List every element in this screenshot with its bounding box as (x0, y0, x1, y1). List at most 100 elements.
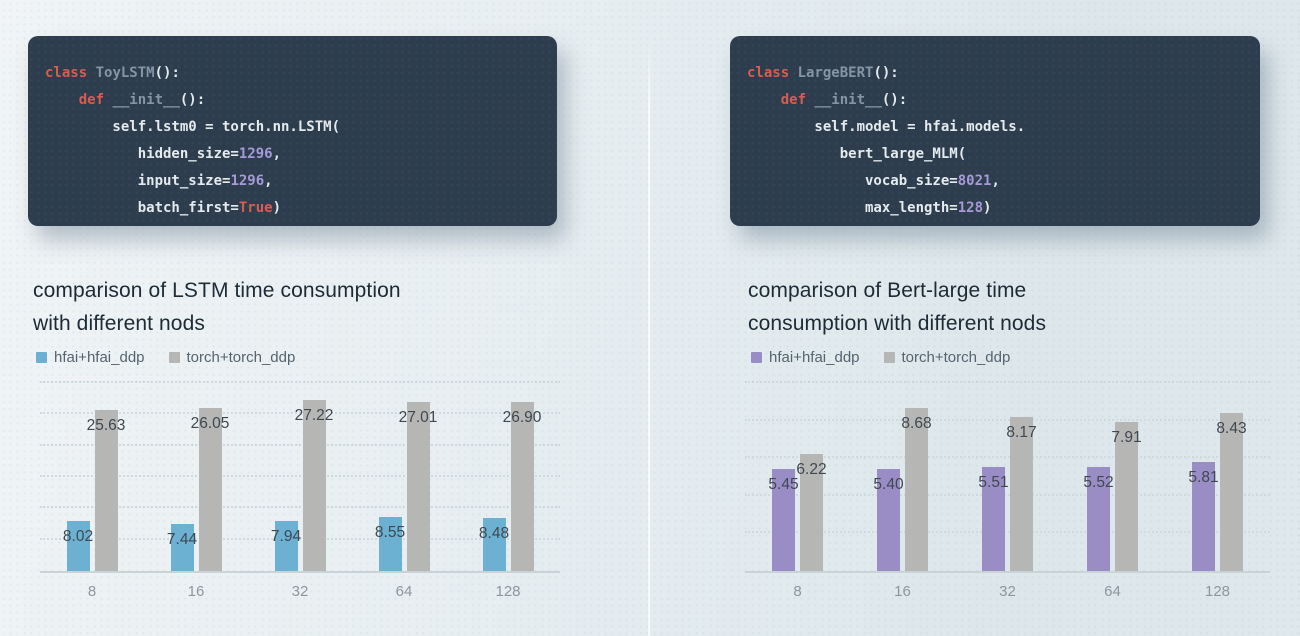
lstm-chart-legend: hfai+hfai_ddp torch+torch_ddp (36, 349, 295, 366)
bar-value-label: 5.51 (978, 474, 1009, 492)
gridline (745, 531, 1270, 534)
bert-x-axis: 8 16 32 64 128 (745, 583, 1270, 600)
bar-hfai-hfai-ddp: 8.48 (479, 517, 509, 571)
code-token: 128 (957, 200, 984, 216)
bar-hfai-hfai-ddp: 7.44 (167, 524, 197, 571)
legend-swatch (883, 352, 895, 363)
bar-group: 8.48 26.90 (456, 383, 560, 571)
x-axis-label: 32 (291, 583, 309, 600)
bar-value-label: 5.45 (768, 475, 799, 493)
code-line: bert_large_MLM( (747, 141, 1250, 168)
bar-value-label: 7.91 (1111, 429, 1142, 447)
gridline (40, 537, 560, 540)
code-token: def (780, 92, 807, 108)
legend-item: hfai+hfai_ddp (36, 349, 145, 366)
gridline (40, 412, 560, 415)
code-token: hidden_size= (45, 146, 239, 162)
bert-panel: class LargeBERT(): def __init__(): self.… (650, 0, 1300, 636)
x-axis-label: 8 (87, 583, 97, 600)
code-token: (): (881, 92, 908, 108)
code-token: (): (873, 65, 899, 81)
legend-item: torch+torch_ddp (883, 349, 1011, 366)
bar-hfai-hfai-ddp: 5.81 (1188, 461, 1219, 571)
legend-label: hfai+hfai_ddp (54, 349, 145, 366)
code-token: (): (179, 92, 206, 108)
code-line: vocab_size=8021, (747, 168, 1250, 195)
x-axis-label: 16 (187, 583, 205, 600)
code-token: self.model = hfai.models. (747, 119, 1026, 135)
code-token: 1296 (230, 173, 265, 189)
legend-swatch (751, 352, 762, 363)
x-axis-label: 128 (1204, 583, 1231, 600)
lstm-code-snippet: class ToyLSTM(): def __init__(): self.ls… (28, 36, 557, 226)
legend-label: torch+torch_ddp (901, 349, 1011, 366)
code-line: self.model = hfai.models. (747, 114, 1250, 141)
bar-value-label: 8.55 (374, 524, 406, 542)
code-line: self.lstm0 = torch.nn.LSTM( (45, 114, 547, 141)
bar-group: 5.45 6.22 (745, 383, 850, 571)
code-line: hidden_size=1296, (45, 141, 547, 168)
gridline (40, 443, 560, 446)
code-token: , (264, 173, 273, 189)
bar-torch-torch-ddp: 8.17 (1006, 417, 1037, 571)
bar-torch-torch-ddp: 8.68 (901, 407, 932, 571)
bar-value-label: 5.52 (1083, 474, 1114, 492)
bar-group: 5.51 8.17 (955, 383, 1060, 571)
bar-group: 5.81 8.43 (1165, 383, 1270, 571)
bar-group: 5.52 7.91 (1060, 383, 1165, 571)
gridline (745, 381, 1270, 383)
code-token: class (747, 65, 790, 81)
x-axis-label: 64 (395, 583, 413, 600)
bar-hfai-hfai-ddp: 5.45 (768, 468, 799, 571)
bar-torch-torch-ddp: 27.22 (295, 400, 333, 571)
bar-hfai-hfai-ddp: 5.51 (978, 467, 1009, 571)
bert-bar-chart: 5.45 6.22 5.40 8.68 5.51 8.17 5.52 7.91 5.81 8.43 (745, 381, 1270, 573)
bar-group: 8.02 25.63 (40, 383, 144, 571)
code-token: , (991, 173, 1000, 189)
bar-group: 7.44 26.05 (144, 383, 248, 571)
legend-label: hfai+hfai_ddp (769, 349, 860, 366)
bar-value-label: 7.44 (166, 531, 198, 549)
x-axis-label: 8 (793, 583, 802, 600)
bar-torch-torch-ddp: 7.91 (1111, 422, 1142, 571)
code-token: input_size= (45, 173, 231, 189)
gridline (40, 475, 560, 477)
bar-value-label: 7.94 (270, 528, 302, 546)
code-token: (): (154, 65, 180, 81)
gridline (40, 381, 560, 383)
code-token: vocab_size= (747, 173, 958, 189)
code-token: True (238, 200, 273, 216)
code-line: class LargeBERT(): (747, 60, 1250, 87)
bar-hfai-hfai-ddp: 5.40 (873, 469, 904, 571)
lstm-x-axis: 8 16 32 64 128 (40, 583, 560, 600)
code-line: input_size=1296, (45, 168, 547, 195)
legend-item: hfai+hfai_ddp (751, 349, 860, 366)
code-line: def __init__(): (45, 87, 547, 114)
x-axis-label: 16 (894, 583, 911, 600)
gridline (40, 506, 560, 509)
bar-hfai-hfai-ddp: 7.94 (271, 521, 301, 571)
x-axis-label: 128 (495, 583, 521, 600)
code-token: ToyLSTM (87, 65, 155, 81)
code-token: bert_large_MLM( (747, 146, 967, 162)
code-line: max_length=128) (747, 195, 1250, 222)
bar-group: 7.94 27.22 (248, 383, 352, 571)
legend-label: torch+torch_ddp (186, 349, 296, 366)
legend-swatch (168, 352, 180, 363)
bert-chart-title: comparison of Bert-large time consumptio… (748, 279, 1047, 335)
code-line: def __init__(): (747, 87, 1250, 114)
bar-value-label: 8.68 (901, 414, 932, 432)
x-axis-label: 64 (1104, 583, 1121, 600)
code-token: batch_first= (45, 200, 239, 216)
bar-torch-torch-ddp: 27.01 (399, 401, 437, 571)
bar-torch-torch-ddp: 25.63 (87, 410, 125, 571)
bar-hfai-hfai-ddp: 5.52 (1083, 467, 1114, 571)
bert-code-snippet: class LargeBERT(): def __init__(): self.… (730, 36, 1260, 226)
bar-value-label: 8.43 (1216, 419, 1247, 437)
code-token: 8021 (957, 173, 992, 189)
bar-hfai-hfai-ddp: 8.02 (63, 520, 93, 571)
gridline (745, 493, 1270, 496)
legend-swatch (36, 352, 47, 363)
code-token: , (272, 146, 282, 162)
